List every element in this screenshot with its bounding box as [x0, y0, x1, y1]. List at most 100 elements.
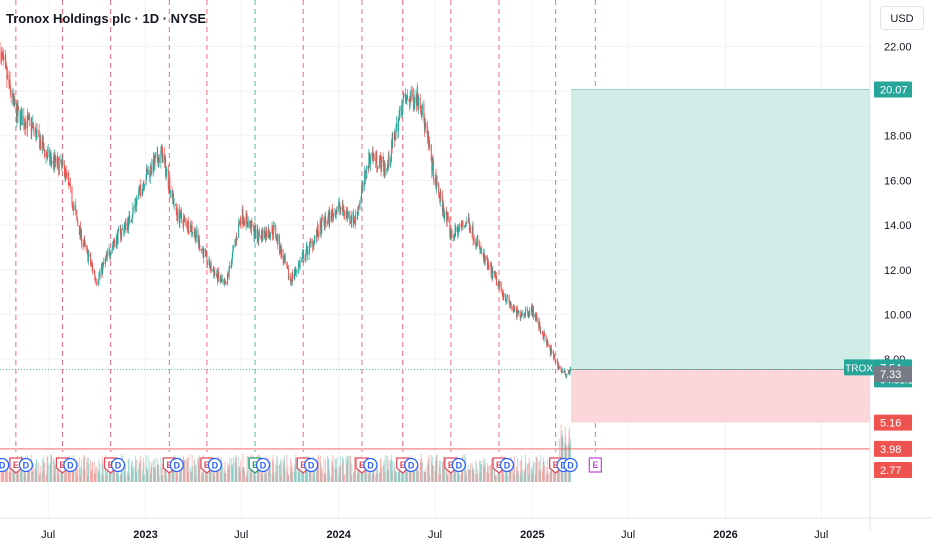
volume-bar [191, 472, 193, 482]
candle-body [128, 216, 130, 229]
volume-bar [484, 458, 486, 482]
candle-body [386, 164, 388, 168]
volume-bar [179, 461, 181, 482]
volume-bar [129, 475, 131, 482]
volume-bar [221, 466, 223, 482]
candle-body [254, 234, 256, 237]
currency-button[interactable]: USD [880, 6, 924, 30]
candle-body [75, 205, 77, 211]
volume-bar [397, 472, 399, 482]
candle-body [234, 240, 236, 242]
candle-body [117, 230, 119, 244]
candle-body [165, 170, 167, 176]
volume-bar [535, 475, 537, 482]
candle-body [354, 222, 356, 224]
candle-body [373, 153, 375, 155]
candle-body [34, 129, 36, 131]
candle-body [162, 154, 164, 163]
candle-body [231, 253, 233, 260]
volume-bar [212, 467, 214, 482]
time-axis[interactable]: Jul 2023 Jul 2024 Jul 2025 Jul 2026 Jul [0, 517, 932, 541]
candle-body [225, 283, 227, 285]
candle-body [487, 262, 489, 269]
volume-bar [132, 469, 134, 482]
candle-body [439, 195, 441, 201]
candle-body [176, 215, 178, 221]
candle-body [350, 220, 352, 222]
candle-body [442, 203, 444, 211]
volume-bar [512, 472, 514, 482]
volume-bar [205, 475, 207, 482]
candle-body [186, 227, 188, 229]
candle-body [103, 262, 105, 264]
volume-bar [13, 467, 15, 482]
candle-body [106, 254, 108, 257]
candle-body [267, 228, 269, 238]
volume-bar [265, 473, 267, 482]
candle-body [79, 226, 81, 235]
volume-bar [79, 468, 81, 482]
volume-bar [429, 474, 431, 482]
candle-body [301, 256, 303, 260]
volume-bar [128, 460, 130, 482]
volume-bar [8, 471, 10, 482]
candle-body [238, 223, 240, 238]
candle-body [395, 130, 397, 139]
candle-body [20, 110, 22, 113]
candle-body [257, 238, 259, 241]
candle-body [57, 157, 59, 166]
candle-body [355, 214, 357, 224]
volume-bar [95, 465, 97, 482]
position-zones[interactable] [0, 88, 870, 450]
candle-body [304, 258, 306, 261]
candle-body [453, 236, 455, 239]
candle-body [192, 232, 194, 234]
volume-bar [431, 456, 433, 482]
candle-body [361, 187, 363, 192]
candle-body [443, 212, 445, 219]
candle-body [383, 166, 385, 172]
candle-body [297, 270, 299, 272]
dividend-marker [63, 457, 78, 473]
candle-body [193, 232, 195, 234]
candle-body [194, 230, 196, 234]
candle-body [6, 75, 8, 80]
event-markers[interactable]: DEDEDEDEDEDEDEDEDEDEDEDEDDE [0, 457, 602, 474]
volume-bar [124, 464, 126, 482]
candle-body [152, 159, 154, 172]
volume-bar [10, 466, 12, 482]
volume-bar [57, 460, 59, 482]
dividend-marker [18, 457, 34, 473]
candle-body [509, 302, 511, 305]
candle-body [507, 295, 508, 297]
candle-body [123, 227, 125, 233]
candle-body [358, 206, 360, 208]
candle-body [536, 315, 538, 318]
volume-bar [90, 470, 92, 482]
price-label: 3.98 [880, 444, 901, 456]
volume-bar [77, 461, 79, 482]
candle-body [82, 244, 84, 246]
volume-bar [505, 468, 507, 482]
candle-body [247, 224, 249, 228]
candle-body [467, 218, 469, 223]
candle-body [158, 158, 160, 167]
candle-body [250, 222, 252, 232]
candle-body [558, 364, 560, 368]
volume-bar [531, 472, 533, 482]
volume-bar [368, 474, 370, 482]
volume-bar [317, 462, 319, 482]
volume-bar [142, 457, 144, 482]
volume-bar [255, 475, 257, 482]
volume-bar [324, 459, 326, 482]
volume-bar [95, 467, 97, 482]
volume-bar [138, 469, 140, 482]
candle-body [166, 169, 168, 171]
dividend-marker-label: D [174, 461, 181, 471]
volume-bar [399, 468, 401, 482]
candle-body [480, 249, 482, 251]
dividend-marker [0, 457, 10, 473]
candle-body [188, 232, 190, 233]
candle-body [54, 155, 56, 163]
